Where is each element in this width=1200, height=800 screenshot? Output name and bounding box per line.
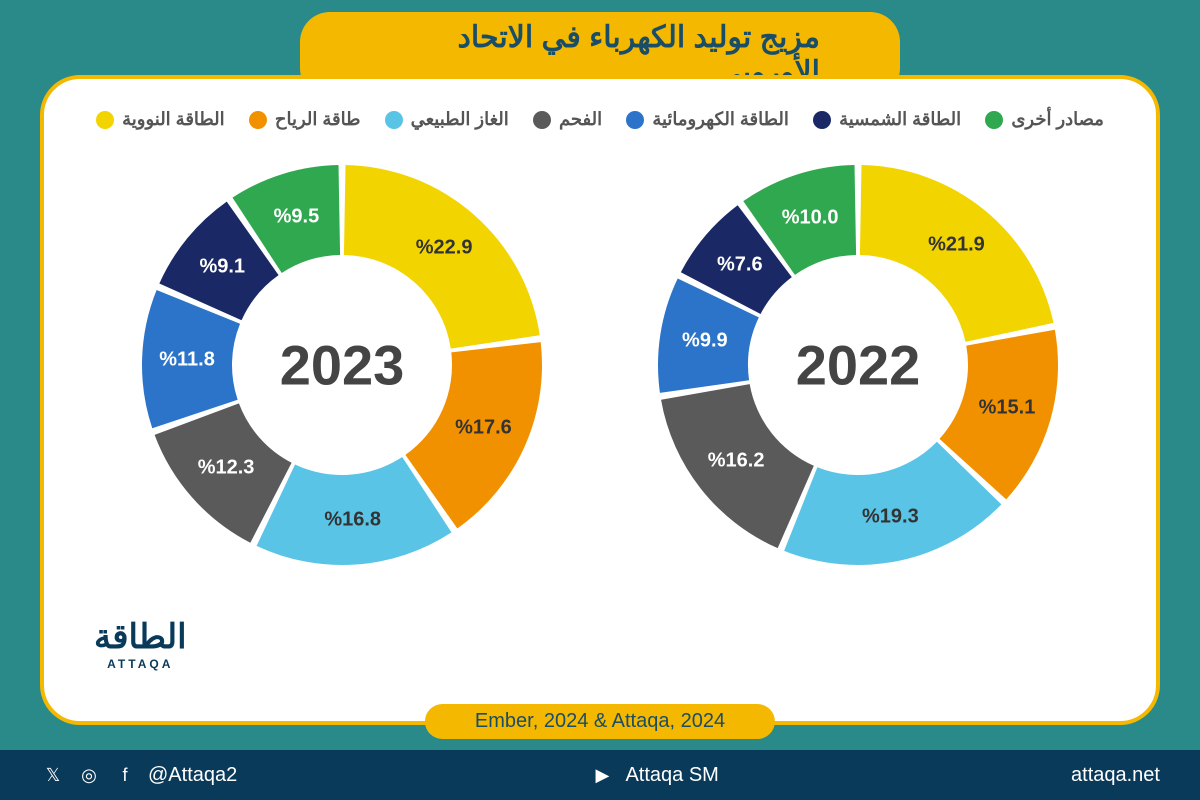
- brand-subtitle: ATTAQA: [94, 657, 187, 671]
- source-citation: Ember, 2024 & Attaqa, 2024: [425, 704, 775, 739]
- instagram-icon: ◎: [76, 762, 102, 788]
- slice-label: %9.9: [682, 330, 728, 353]
- slice-label: %9.1: [199, 255, 245, 278]
- footer-youtube-label: Attaqa SM: [625, 764, 718, 787]
- legend-dot: [249, 111, 267, 129]
- legend: الطاقة النووية طاقة الرياح الغاز الطبيعي ال…: [84, 109, 1116, 130]
- legend-item: الطاقة الشمسية: [813, 109, 961, 130]
- legend-label: الطاقة الشمسية: [839, 109, 961, 130]
- slice-label: %16.2: [708, 449, 765, 472]
- legend-label: الغاز الطبيعي: [411, 109, 509, 130]
- legend-dot: [626, 111, 644, 129]
- legend-item: الطاقة الكهرومائية: [626, 109, 789, 130]
- donut-chart: %21.9 %15.1 %19.3 %16.2 %9.9 %7.6 %10.0 2022: [643, 150, 1073, 580]
- slice-label: %16.8: [324, 508, 381, 531]
- donut-center-label: 2022: [796, 333, 921, 398]
- facebook-icon: f: [112, 762, 138, 788]
- slice-label: %21.9: [928, 234, 985, 257]
- footer-site-label: attaqa.net: [1071, 764, 1160, 787]
- slice-label: %12.3: [198, 456, 255, 479]
- slice-label: %10.0: [782, 206, 839, 229]
- donut-center-label: 2023: [280, 333, 405, 398]
- slice-label: %17.6: [455, 417, 512, 440]
- legend-dot: [385, 111, 403, 129]
- slice-label: %11.8: [159, 349, 215, 372]
- legend-dot: [985, 111, 1003, 129]
- chart-panel: الطاقة النووية طاقة الرياح الغاز الطبيعي ال…: [40, 75, 1160, 725]
- footer-bar: 𝕏 ◎ f @Attaqa2 ▶ Attaqa SM attaqa.net: [0, 750, 1200, 800]
- legend-label: الطاقة الكهرومائية: [652, 109, 789, 130]
- footer-social: 𝕏 ◎ f @Attaqa2: [40, 762, 237, 788]
- legend-label: مصادر أخرى: [1011, 109, 1104, 130]
- footer-youtube: ▶ Attaqa SM: [589, 762, 718, 788]
- footer-site: attaqa.net: [1071, 764, 1160, 787]
- legend-item: الطاقة النووية: [96, 109, 225, 130]
- x-icon: 𝕏: [40, 762, 66, 788]
- legend-item: طاقة الرياح: [249, 109, 361, 130]
- legend-dot: [813, 111, 831, 129]
- legend-label: الفحم: [559, 109, 602, 130]
- legend-item: الفحم: [533, 109, 602, 130]
- charts-row: %22.9 %17.6 %16.8 %12.3 %11.8 %9.1 %9.5 2023 %21…: [84, 150, 1116, 580]
- youtube-icon: ▶: [589, 762, 615, 788]
- legend-dot: [96, 111, 114, 129]
- legend-item: مصادر أخرى: [985, 109, 1104, 130]
- legend-label: الطاقة النووية: [122, 109, 225, 130]
- slice-label: %7.6: [717, 253, 763, 276]
- slice-label: %22.9: [416, 237, 473, 260]
- legend-item: الغاز الطبيعي: [385, 109, 509, 130]
- donut-chart: %22.9 %17.6 %16.8 %12.3 %11.8 %9.1 %9.5 2023: [127, 150, 557, 580]
- slice-label: %9.5: [274, 205, 320, 228]
- brand-logo: الطاقة ATTAQA: [94, 617, 187, 671]
- legend-label: طاقة الرياح: [275, 109, 361, 130]
- slice-label: %15.1: [979, 396, 1036, 419]
- brand-name: الطاقة: [94, 618, 187, 656]
- slice-label: %19.3: [862, 505, 919, 528]
- legend-dot: [533, 111, 551, 129]
- footer-handle: @Attaqa2: [148, 764, 237, 787]
